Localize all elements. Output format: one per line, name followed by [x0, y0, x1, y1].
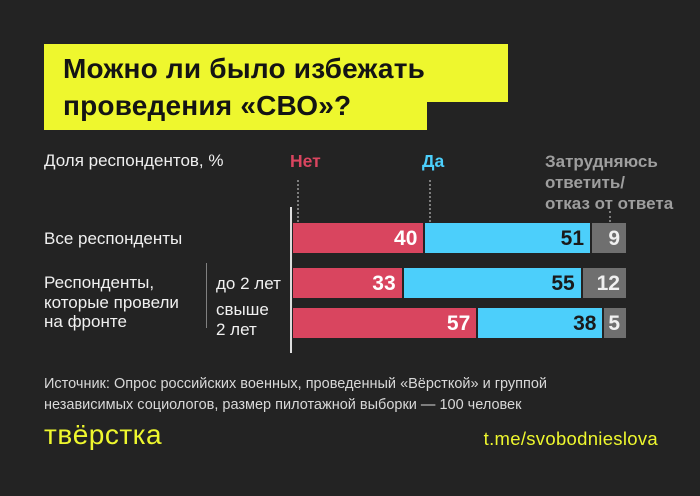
bar-value: 57: [446, 311, 471, 335]
bar-value: 55: [551, 271, 575, 295]
title-highlight-block: [44, 102, 427, 130]
category-label-under-2-years: до 2 лет: [216, 274, 281, 293]
group-divider-line: [206, 263, 207, 328]
bar-segment-no-answer: 12: [582, 268, 626, 298]
bar-value: 5: [608, 311, 620, 335]
bar-value: 38: [573, 311, 597, 335]
bar-segment-no: 40: [293, 223, 424, 253]
title-text: Можно ли было избежать проведения «СВО»?: [63, 50, 425, 124]
bar-row-over-2-years: 57 38 5: [293, 308, 626, 338]
axis-label: Доля респондентов, %: [44, 151, 224, 170]
bar-value: 33: [372, 271, 396, 295]
bar-value: 40: [394, 226, 418, 250]
axis-line: [290, 207, 292, 353]
leader-line-yes: [429, 180, 431, 222]
page-title: Можно ли было избежать проведения «СВО»?: [44, 44, 514, 130]
leader-line-no: [297, 180, 299, 222]
legend-no-answer: Затрудняюсь ответить/ отказ от ответа: [545, 152, 674, 213]
leader-line-no-answer: [609, 211, 611, 222]
verstka-logo: твёрстка: [44, 419, 163, 450]
source-note: Источник: Опрос российских военных, пров…: [44, 376, 548, 413]
legend-no: Нет: [290, 151, 321, 171]
bar-row-under-2-years: 33 55 12: [293, 268, 626, 298]
bar-value: 51: [560, 226, 585, 250]
category-group-label: Респонденты, которые провели на фронте: [44, 273, 179, 331]
bar-segment-yes: 55: [403, 268, 581, 298]
bar-segment-no-answer: 5: [604, 308, 626, 338]
bar-value: 12: [596, 271, 620, 295]
title-line1: Можно ли было избежать: [63, 53, 426, 84]
title-line2: проведения «СВО»?: [63, 90, 352, 121]
category-label-over-2-years: свыше 2 лет: [216, 300, 269, 339]
legend-yes: Да: [422, 151, 445, 171]
bar-segment-yes: 38: [478, 308, 603, 338]
title-highlight-block: [44, 44, 508, 102]
bar-row-all: 40 51 9: [293, 223, 626, 253]
category-label-all: Все респонденты: [44, 229, 183, 248]
bar-segment-yes: 51: [425, 223, 591, 253]
bar-value: 9: [608, 226, 620, 250]
bar-segment-no-answer: 9: [592, 223, 626, 253]
telegram-link[interactable]: t.me/svobodnieslova: [483, 428, 658, 449]
bar-segment-no: 57: [293, 308, 477, 338]
bar-segment-no: 33: [293, 268, 402, 298]
